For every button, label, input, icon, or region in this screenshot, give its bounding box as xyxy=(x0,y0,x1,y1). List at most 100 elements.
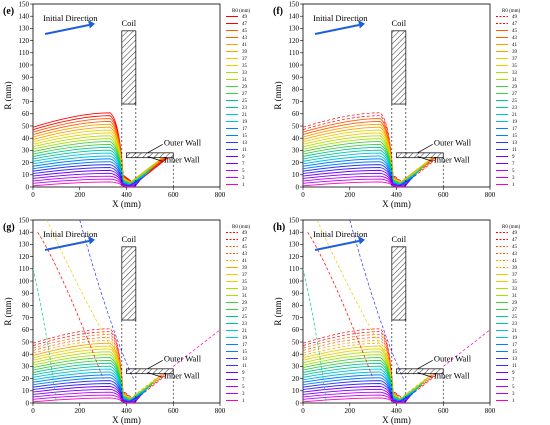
plot-area xyxy=(33,220,220,403)
y-tick-label: 30 xyxy=(292,147,300,155)
trajectory-line xyxy=(33,181,135,187)
legend-entry: 3 xyxy=(512,176,515,181)
legend-entry: 13 xyxy=(242,357,248,362)
x-tick-label: 0 xyxy=(301,407,305,415)
y-tick-label: 110 xyxy=(289,49,300,57)
legend-entry: 37 xyxy=(512,57,518,62)
y-tick-label: 80 xyxy=(22,86,30,94)
legend-entry: 5 xyxy=(512,385,515,390)
legend-entry: 17 xyxy=(242,127,248,132)
legend-entry: 21 xyxy=(242,329,248,334)
legend-entry: 15 xyxy=(242,350,248,355)
y-tick-label: 130 xyxy=(289,25,300,33)
legend-entry: 11 xyxy=(242,148,247,153)
y-tick-label: 40 xyxy=(22,135,30,143)
y-tick-label: 110 xyxy=(19,49,30,57)
legend-entry: 49 xyxy=(512,15,518,20)
y-tick-label: 60 xyxy=(22,110,30,118)
y-tick-label: 140 xyxy=(19,229,30,237)
y-tick-label: 90 xyxy=(292,290,300,298)
wall-rect xyxy=(126,368,174,375)
y-tick-label: 100 xyxy=(19,277,30,285)
stray-trajectory xyxy=(46,220,123,367)
legend-entry: 25 xyxy=(242,99,248,104)
legend-entry: 13 xyxy=(512,141,518,146)
y-tick-label: 80 xyxy=(22,302,30,310)
trajectory-line xyxy=(303,181,405,187)
coil-label: Coil xyxy=(392,18,407,28)
arrow-head xyxy=(88,236,95,245)
legend-entry: 47 xyxy=(242,22,248,27)
x-tick-label: 200 xyxy=(75,407,86,415)
legend-entry: 39 xyxy=(242,266,248,271)
x-axis-label: X (mm) xyxy=(382,415,411,425)
y-tick-label: 0 xyxy=(26,183,30,191)
y-tick-label: 50 xyxy=(292,122,300,130)
legend-entry: 33 xyxy=(512,71,518,76)
legend-entry: 19 xyxy=(512,336,518,341)
y-tick-label: 50 xyxy=(22,338,30,346)
legend-entry: 27 xyxy=(242,92,248,97)
y-tick-label: 60 xyxy=(22,326,30,334)
legend-entry: 43 xyxy=(242,252,248,257)
legend-entry: 19 xyxy=(242,336,248,341)
x-axis-label: X (mm) xyxy=(112,199,141,209)
x-tick-label: 200 xyxy=(75,191,86,199)
initial-direction-arrow xyxy=(44,24,90,35)
legend-entry: 23 xyxy=(242,106,248,111)
y-tick-label: 70 xyxy=(292,98,300,106)
legend-entry: 7 xyxy=(242,378,245,383)
x-tick-label: 800 xyxy=(215,407,226,415)
legend-entry: 25 xyxy=(242,315,248,320)
legend-entry: 7 xyxy=(512,378,515,383)
wall-rect xyxy=(396,368,444,375)
y-axis-label: R (mm) xyxy=(273,297,283,325)
x-tick-label: 400 xyxy=(391,191,402,199)
legend-entry: 1 xyxy=(512,399,515,404)
arrow-head xyxy=(88,20,95,29)
panel-h: 0 200 400 600 800010203040506070809010011012… xyxy=(273,216,521,425)
y-tick-label: 130 xyxy=(289,241,300,249)
legend-entry: 3 xyxy=(242,176,245,181)
legend-entry: 3 xyxy=(512,392,515,397)
wall-rect xyxy=(126,152,174,159)
coil-rect xyxy=(121,246,137,321)
y-tick-label: 150 xyxy=(289,0,300,8)
y-tick-label: 30 xyxy=(22,363,30,371)
y-tick-label: 70 xyxy=(22,98,30,106)
y-tick-label: 100 xyxy=(289,61,300,69)
y-tick-label: 40 xyxy=(22,351,30,359)
outer-wall-pointer xyxy=(147,359,163,370)
outer-wall-pointer xyxy=(417,359,433,370)
outer-wall-pointer xyxy=(147,143,163,154)
y-tick-label: 90 xyxy=(292,74,300,82)
initial-direction-arrow xyxy=(314,240,360,251)
legend-entry: 23 xyxy=(512,322,518,327)
inner-wall-pointer xyxy=(147,372,163,378)
coil-rect xyxy=(391,30,407,105)
legend-entry: 43 xyxy=(512,252,518,257)
legend-entry: 49 xyxy=(512,231,518,236)
panel-label: (h) xyxy=(273,222,285,233)
legend-entry: 27 xyxy=(512,92,518,97)
legend-entry: 11 xyxy=(512,148,517,153)
x-tick-label: 200 xyxy=(345,407,356,415)
coil-rect xyxy=(121,30,137,105)
legend-entry: 27 xyxy=(512,308,518,313)
outer-wall-label: Outer Wall xyxy=(434,138,472,148)
y-tick-label: 130 xyxy=(19,25,30,33)
y-tick-label: 120 xyxy=(289,253,300,261)
initial-direction-arrow xyxy=(314,24,360,35)
legend-entry: 43 xyxy=(242,36,248,41)
legend-entry: 23 xyxy=(242,322,248,327)
y-tick-label: 120 xyxy=(19,37,30,45)
plot-area xyxy=(303,112,439,187)
legend-title: R0 (mm) xyxy=(502,225,521,230)
plot-area xyxy=(33,112,169,187)
inner-wall-pointer xyxy=(417,156,433,162)
legend-entry: 17 xyxy=(242,343,248,348)
legend-entry: 5 xyxy=(242,385,245,390)
legend-entry: 41 xyxy=(242,259,248,264)
y-tick-label: 90 xyxy=(22,74,30,82)
